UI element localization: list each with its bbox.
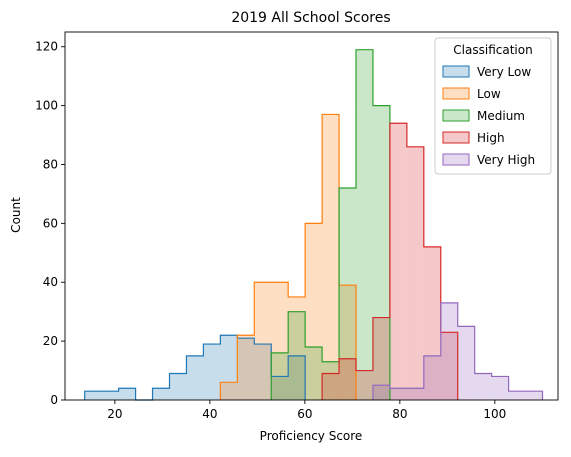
bar-very-low-11 (271, 376, 289, 400)
series-outline-low (219, 113, 357, 400)
plot-area (84, 49, 544, 401)
bar-very-high-8 (508, 391, 526, 400)
bar-high-5 (406, 146, 424, 400)
legend-title: Classification (453, 43, 532, 57)
x-tick-label: 60 (297, 407, 312, 421)
legend-label-medium: Medium (477, 109, 525, 123)
bar-high-1 (339, 358, 357, 400)
bar-very-low-1 (101, 391, 119, 400)
y-tick-label: 80 (43, 157, 58, 171)
y-tick-label: 100 (35, 99, 58, 113)
bar-very-high-0 (372, 385, 390, 400)
y-tick-label: 20 (43, 334, 58, 348)
legend-swatch-very-high (442, 153, 470, 166)
bar-medium-6 (372, 105, 390, 400)
bar-high-6 (423, 246, 441, 400)
y-tick-label: 40 (43, 275, 58, 289)
bar-very-high-7 (491, 376, 509, 400)
bar-very-low-0 (84, 391, 102, 400)
bar-very-low-2 (118, 388, 136, 400)
bar-high-7 (440, 332, 458, 400)
bar-very-high-6 (474, 373, 492, 400)
series-outline-medium (270, 49, 391, 400)
x-tick-label: 20 (107, 407, 122, 421)
legend-swatch-very-low (442, 65, 470, 78)
bar-high-3 (372, 317, 390, 400)
bar-very-low-9 (237, 338, 255, 400)
bar-very-high-4 (440, 302, 458, 400)
bar-low-2 (254, 282, 272, 400)
bar-very-low-10 (254, 344, 272, 400)
bar-high-2 (356, 370, 373, 400)
bar-medium-5 (356, 49, 373, 400)
bar-high-4 (389, 123, 407, 400)
legend-box (434, 37, 552, 175)
bar-low-4 (288, 296, 306, 400)
bar-low-6 (322, 114, 340, 400)
y-axis-label: Count (9, 197, 23, 233)
plot-frame (64, 31, 559, 401)
bar-very-low-6 (186, 355, 204, 400)
bar-very-high-9 (525, 391, 543, 400)
x-axis-label: Proficiency Score (260, 429, 363, 443)
x-tick-label: 80 (392, 407, 407, 421)
bar-low-1 (237, 335, 255, 400)
y-tick-label: 0 (50, 393, 58, 407)
legend-label-very-high: Very High (477, 153, 535, 167)
bar-low-5 (305, 223, 323, 400)
legend-label-very-low: Very Low (477, 65, 531, 79)
bar-very-low-12 (288, 355, 306, 400)
series-outline-very-high (372, 302, 544, 400)
legend: Classification Very Low Low Medium High Very … (434, 37, 552, 175)
axes: 20 40 60 80 100 0 20 40 60 80 100 120 (35, 31, 559, 421)
bar-very-low-7 (203, 344, 221, 400)
bar-very-high-1 (389, 388, 407, 400)
legend-swatch-low (442, 87, 470, 100)
legend-swatch-medium (442, 109, 470, 122)
x-tick-label: 100 (483, 407, 506, 421)
legend-swatch-high (442, 131, 470, 144)
bar-very-low-4 (152, 388, 170, 400)
bar-very-high-2 (406, 388, 424, 400)
series-outline-high (321, 122, 459, 400)
y-tick-label: 60 (43, 216, 58, 230)
legend-label-low: Low (477, 87, 501, 101)
bar-very-low-8 (220, 335, 238, 400)
bar-very-high-5 (457, 326, 475, 400)
bar-medium-3 (322, 361, 340, 400)
bar-medium-4 (339, 188, 357, 400)
bar-low-7 (339, 285, 357, 400)
bar-high-0 (322, 373, 340, 400)
y-tick-label: 120 (35, 40, 58, 54)
bar-low-0 (220, 382, 238, 400)
chart-title: 2019 All School Scores (231, 10, 390, 26)
bar-medium-2 (305, 347, 323, 400)
bar-very-low-5 (169, 373, 187, 400)
x-tick-label: 40 (202, 407, 217, 421)
bar-very-high-3 (423, 355, 441, 400)
legend-label-high: High (477, 131, 505, 145)
bar-low-3 (271, 282, 289, 400)
